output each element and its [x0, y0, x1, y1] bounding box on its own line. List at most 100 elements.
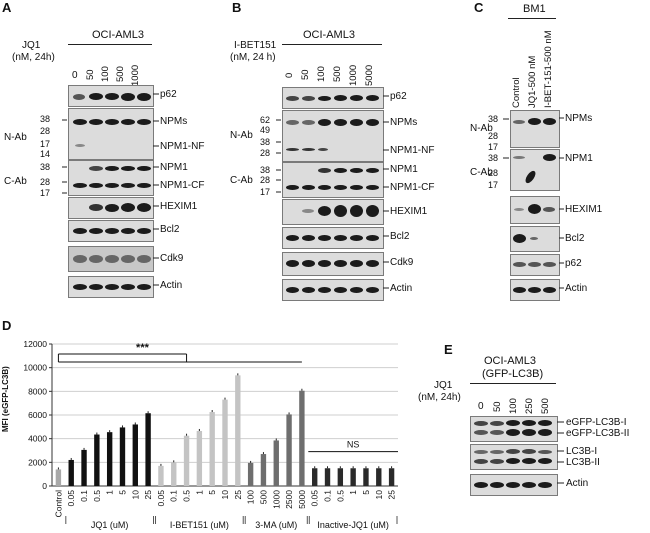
panel-b-blot-actin	[282, 279, 384, 301]
panel-b-treatment-unit: (nM, 24 h)	[230, 52, 276, 63]
x-tick-label: 10	[374, 490, 384, 500]
panel-b-blot-hexim1	[282, 199, 384, 225]
panel-b-label-npm1: NPM1	[390, 164, 418, 175]
x-tick-label: Control	[53, 490, 63, 518]
mw-marker: 28	[39, 177, 50, 187]
y-tick-label: 10000	[23, 363, 47, 373]
bar	[68, 459, 74, 486]
mw-marker: 38	[487, 114, 498, 124]
panel-e-reporter: (GFP-LC3B)	[482, 368, 544, 380]
panel-b-letter: B	[232, 0, 242, 15]
panel-b-blot-p62	[282, 87, 384, 109]
panel-e-blot-lc3b	[470, 444, 558, 470]
panel-c-blot-hexim1	[510, 196, 560, 224]
panel-b-cab-label: C-Ab	[230, 175, 253, 186]
mw-marker: 28	[487, 131, 498, 141]
bar	[350, 468, 356, 486]
mw-marker: 62	[259, 115, 270, 125]
panel-e-letter: E	[444, 342, 453, 357]
panel-a-label-npms: NPMs	[160, 116, 188, 127]
x-tick-label: 0.1	[169, 490, 179, 502]
mw-marker: 28	[259, 148, 270, 158]
panel-c-label-npm1: NPM1	[565, 153, 593, 164]
panel-e-label-actin: Actin	[566, 478, 589, 489]
panel-a-label-npm1-nf: NPM1-NF	[160, 141, 205, 152]
panel-a-blot-cdk9	[68, 246, 154, 272]
x-tick-label: 1000	[271, 490, 281, 509]
mw-marker: 17	[39, 139, 50, 149]
panel-a-nab-label: N-Ab	[4, 132, 27, 143]
mw-marker: 17	[39, 188, 50, 198]
panel-a-blot-p62	[68, 85, 154, 107]
panel-c-cab-label: C-Ab	[470, 167, 493, 178]
bar	[222, 399, 228, 486]
x-tick-label: 0.05	[310, 490, 320, 507]
y-tick-label: 12000	[23, 339, 47, 349]
bar	[363, 468, 369, 486]
y-tick-label: 0	[42, 481, 47, 491]
panel-d-letter: D	[2, 318, 12, 333]
panel-b-nab-label: N-Ab	[230, 130, 253, 141]
panel-b-label-npm1-nf: NPM1-NF	[390, 145, 435, 156]
panel-c-cell-line: BM1	[523, 3, 546, 15]
y-tick-label: 4000	[28, 434, 47, 444]
panel-b-label-actin: Actin	[390, 283, 413, 294]
x-tick-label: 5	[361, 490, 371, 495]
bar	[337, 468, 344, 486]
panel-c-blot-bcl2	[510, 226, 560, 252]
panel-c-label-bcl2: Bcl2	[565, 233, 585, 244]
bar	[247, 462, 254, 486]
y-tick-label: 6000	[28, 410, 47, 420]
panel-c-blot-npm1	[510, 149, 560, 191]
panel-a-blot-bcl2	[68, 220, 154, 242]
dose-label: 0	[72, 70, 78, 81]
panel-e-blot-egfp-lc3b	[470, 416, 558, 442]
x-tick-label: 5	[117, 490, 127, 495]
bar	[235, 375, 241, 486]
panel-e-cell-line: OCI-AML3	[484, 355, 536, 367]
panel-c-nab-label: N-Ab	[470, 123, 493, 134]
panel-e-label-egfp-lc3b-ii: eGFP-LC3B-II	[566, 428, 630, 439]
panel-a-label-p62: p62	[160, 89, 177, 100]
panel-c-blot-p62	[510, 254, 560, 276]
x-tick-label: 500	[258, 490, 268, 504]
panel-c-letter: C	[474, 0, 484, 15]
panel-a-label-npm1: NPM1	[160, 162, 188, 173]
x-tick-label: 2500	[284, 490, 294, 509]
x-tick-label: 0.1	[79, 490, 89, 502]
panel-c-label-hexim1: HEXIM1	[565, 204, 603, 215]
bar	[183, 435, 190, 486]
mw-marker: 17	[259, 187, 270, 197]
x-tick-label: 25	[143, 490, 153, 500]
panel-a-label-hexim1: HEXIM1	[160, 201, 198, 212]
group-label: 3-MA (uM)	[255, 520, 297, 530]
mw-marker: 28	[487, 168, 498, 178]
bar	[286, 414, 292, 486]
mw-marker: 38	[259, 165, 270, 175]
mw-marker: 14	[39, 149, 50, 159]
panel-b-treatment: I-BET151	[234, 40, 277, 51]
significance-label: ***	[136, 342, 150, 354]
panel-b-label-cdk9: Cdk9	[390, 257, 414, 268]
mw-marker: 38	[259, 137, 270, 147]
bar	[324, 468, 331, 486]
mw-marker: 38	[487, 153, 498, 163]
x-tick-label: 5	[207, 490, 217, 495]
panel-a-letter: A	[2, 0, 12, 15]
x-tick-label: 25	[387, 490, 397, 500]
dose-label: 0	[478, 401, 484, 412]
mw-marker: 49	[259, 125, 270, 135]
group-label: Inactive-JQ1 (uM)	[317, 520, 389, 530]
y-tick-label: 8000	[28, 386, 47, 396]
mw-marker: 38	[39, 162, 50, 172]
bar	[158, 465, 164, 486]
panel-e-blot-actin	[470, 474, 558, 496]
ns-label: NS	[347, 440, 360, 450]
panel-c-header-line	[508, 18, 556, 19]
panel-c-blot-actin	[510, 279, 560, 301]
bar	[55, 469, 62, 486]
panel-e-header-line	[470, 383, 556, 384]
panel-c-blot-npms	[510, 110, 560, 148]
panel-a-blot-actin	[68, 276, 154, 298]
x-tick-label: 10	[220, 490, 230, 500]
